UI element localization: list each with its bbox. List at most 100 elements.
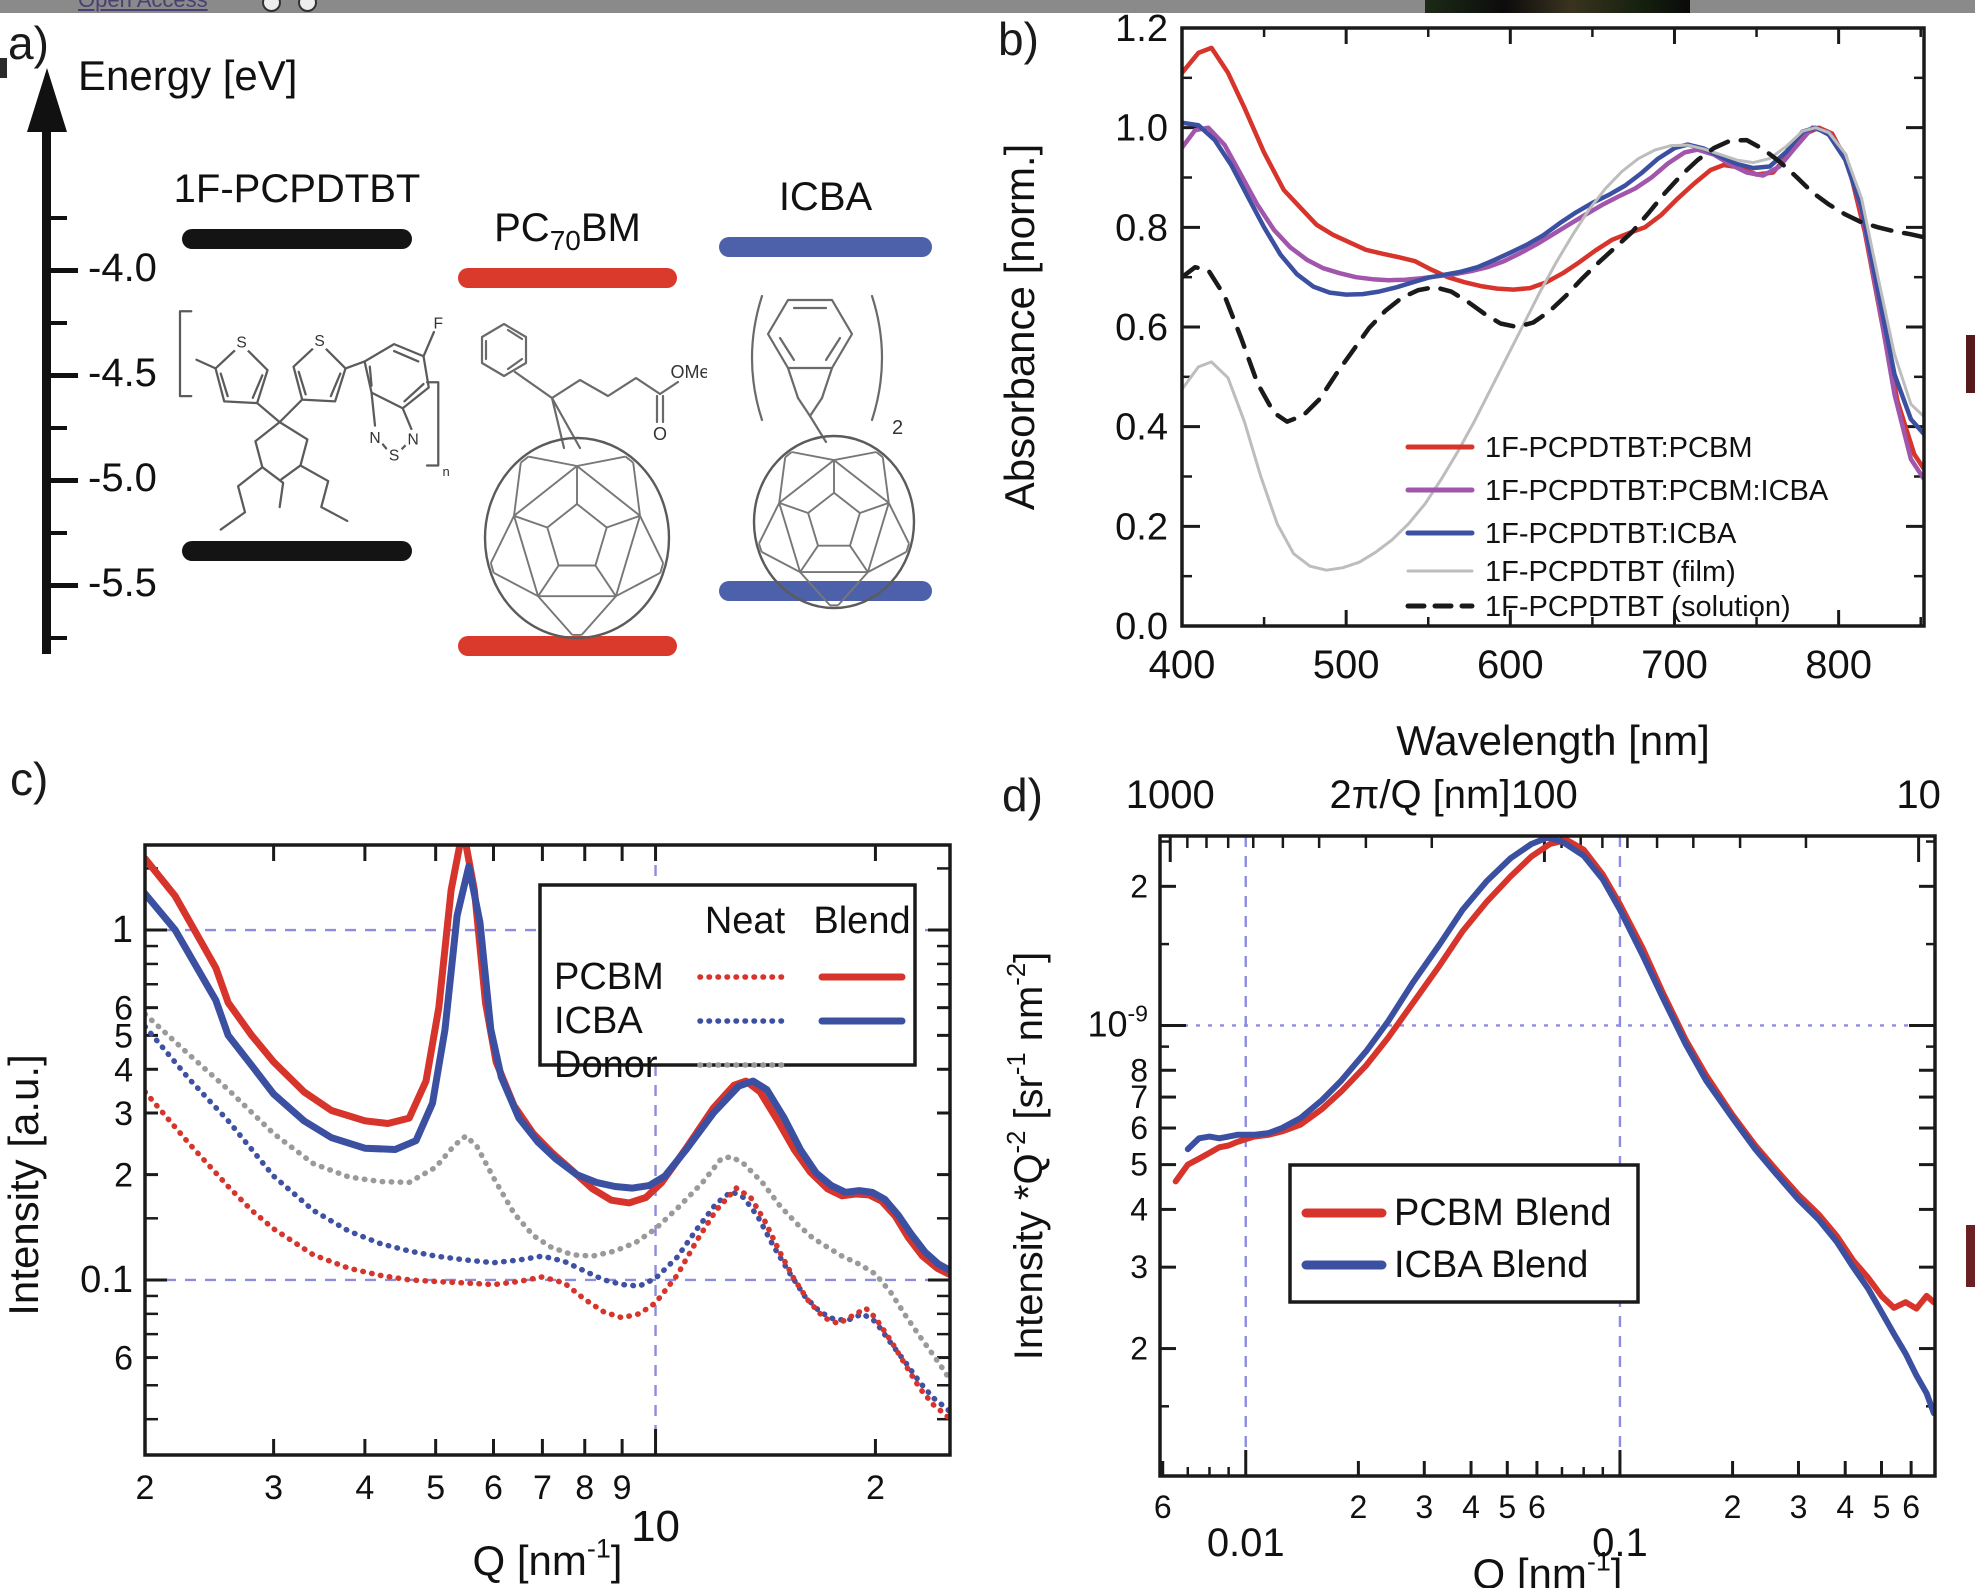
phenyl-ring bbox=[480, 322, 528, 378]
top-axis-title: 2π/Q [nm] bbox=[1330, 773, 1511, 817]
x-tick-label: 400 bbox=[1149, 643, 1216, 687]
y-tick-label: 0.8 bbox=[1115, 207, 1168, 249]
series-pcbm-neat bbox=[145, 1089, 950, 1422]
y-tick-label: 6 bbox=[114, 990, 133, 1028]
thiophene-ring bbox=[292, 341, 347, 403]
y-axis-title: Intensity *Q-2 [sr-1 nm-2] bbox=[1003, 952, 1051, 1360]
x-decade-label: 0.1 bbox=[1592, 1521, 1648, 1565]
legend-label: 1F-PCPDTBT:PCBM:ICBA bbox=[1485, 475, 1829, 507]
x-tick-label: 8 bbox=[575, 1469, 594, 1507]
browser-page-fragment-strip: Open Access bbox=[0, 0, 1975, 13]
atom-s: S bbox=[389, 447, 399, 464]
x-axis-title: Q [nm-1] bbox=[1473, 1546, 1623, 1588]
x-tick-label: 600 bbox=[1477, 643, 1544, 687]
x-tick-label: 2 bbox=[136, 1469, 155, 1507]
y-axis-title: Intensity [a.u.] bbox=[0, 1054, 47, 1315]
legend-label: Donor bbox=[554, 1044, 658, 1086]
x-tick-label: 500 bbox=[1313, 643, 1380, 687]
x-tick-label: 6 bbox=[484, 1469, 503, 1507]
x-tick-label: 6 bbox=[1528, 1489, 1546, 1525]
cc-license-icon bbox=[262, 0, 281, 12]
atom-n: N bbox=[369, 430, 380, 447]
energy-axis-line bbox=[42, 126, 51, 654]
atom-o: O bbox=[653, 424, 667, 444]
y-tick-label: 0.2 bbox=[1115, 506, 1168, 548]
x-tick-label: 2 bbox=[1349, 1489, 1367, 1525]
energy-axis-tick-label: -4.5 bbox=[88, 351, 157, 395]
y-tick-label: 0.1 bbox=[80, 1259, 133, 1301]
bracket-right bbox=[425, 381, 440, 467]
x-decade-label: 0.01 bbox=[1207, 1521, 1285, 1565]
homo-level-bar-2 bbox=[719, 581, 932, 602]
atom-n: N bbox=[408, 432, 419, 449]
y-tick-label: 1.0 bbox=[1115, 108, 1168, 150]
open-access-link-fragment: Open Access bbox=[78, 0, 208, 13]
lumo-level-bar-2 bbox=[719, 236, 932, 257]
paren-right bbox=[870, 294, 884, 422]
panel-label-d: d) bbox=[1002, 769, 1043, 821]
y-tick-label: 10-9 bbox=[1087, 1000, 1148, 1044]
y-tick-label: 0.0 bbox=[1115, 606, 1168, 648]
homo-level-bar-0 bbox=[182, 541, 412, 562]
panel-label-b: b) bbox=[998, 13, 1039, 65]
alkyl-chain bbox=[278, 421, 349, 523]
energy-axis-tick-label: -5.0 bbox=[88, 456, 157, 500]
x-tick-label: 4 bbox=[1836, 1489, 1854, 1525]
y-tick-label: 4 bbox=[1130, 1191, 1148, 1227]
energy-axis-minor-tick bbox=[51, 425, 67, 430]
x-tick-label: 3 bbox=[1415, 1489, 1433, 1525]
top-tick-label: 100 bbox=[1511, 773, 1578, 817]
y-tick-label: 5 bbox=[1130, 1147, 1148, 1183]
page-edge-fragment bbox=[0, 58, 7, 78]
y-tick-label: 7 bbox=[1130, 1079, 1148, 1115]
y-tick-label: 6 bbox=[114, 1340, 133, 1378]
y-tick-label: 0.4 bbox=[1115, 407, 1168, 449]
energy-axis-tick-label: -4.0 bbox=[88, 246, 157, 290]
x-tick-label: 700 bbox=[1641, 643, 1708, 687]
atom-s: S bbox=[236, 335, 246, 352]
energy-axis-major-tick bbox=[51, 478, 78, 483]
x-tick-label: 4 bbox=[355, 1469, 374, 1507]
y-tick-label: 1 bbox=[112, 909, 133, 951]
cyclopenta-bridge bbox=[256, 398, 304, 424]
y-axis-title: Absorbance [norm.] bbox=[996, 144, 1043, 511]
panel-a-energy-diagram: a) Energy [eV] -4.0 -4.5 -5.0 -5.5 1F-PCPDTB… bbox=[0, 0, 990, 740]
energy-axis-minor-tick bbox=[51, 320, 67, 325]
benzene-ring bbox=[363, 343, 430, 410]
x-tick-label: 4 bbox=[1462, 1489, 1480, 1525]
alkyl-branch bbox=[261, 466, 285, 509]
fullerene-cage bbox=[752, 434, 916, 610]
lumo-level-bar-0 bbox=[182, 228, 412, 249]
x-tick-label: 7 bbox=[533, 1469, 552, 1507]
thumbnail-image-fragment bbox=[1425, 0, 1690, 13]
top-tick-label: 1000 bbox=[1126, 773, 1215, 817]
x-tick-label: 6 bbox=[1154, 1489, 1172, 1525]
x-tick-label: 5 bbox=[1498, 1489, 1516, 1525]
y-tick-label: 1.2 bbox=[1115, 8, 1168, 50]
legend-header-blend: Blend bbox=[813, 900, 910, 942]
series-1f-pcpdtbt-solution- bbox=[1182, 137, 1924, 424]
energy-axis-major-tick bbox=[51, 373, 78, 378]
paren-left bbox=[750, 294, 764, 422]
material-label: 1F-PCPDTBT bbox=[173, 166, 421, 211]
energy-axis-title: Energy [eV] bbox=[78, 52, 298, 99]
y-tick-label: 5 bbox=[114, 1017, 133, 1055]
y-tick-label: 3 bbox=[1130, 1249, 1148, 1285]
homo-level-bar-1 bbox=[458, 635, 677, 656]
legend-label: ICBA Blend bbox=[1394, 1244, 1588, 1286]
y-tick-label: 4 bbox=[114, 1051, 133, 1089]
lumo-level-bar-1 bbox=[458, 268, 677, 289]
molecule-icba: 2 bbox=[750, 294, 916, 610]
subscript-n: n bbox=[442, 464, 449, 479]
x-tick-label: 6 bbox=[1902, 1489, 1920, 1525]
y-tick-label: 2 bbox=[1130, 1331, 1148, 1367]
material-label: ICBA bbox=[778, 174, 873, 219]
f-bond bbox=[422, 330, 436, 358]
series-icba-blend bbox=[1184, 836, 1935, 1417]
y-tick-label: 3 bbox=[114, 1095, 133, 1133]
top-tick-label: 10 bbox=[1896, 773, 1941, 817]
x-tick-label: 3 bbox=[1790, 1489, 1808, 1525]
